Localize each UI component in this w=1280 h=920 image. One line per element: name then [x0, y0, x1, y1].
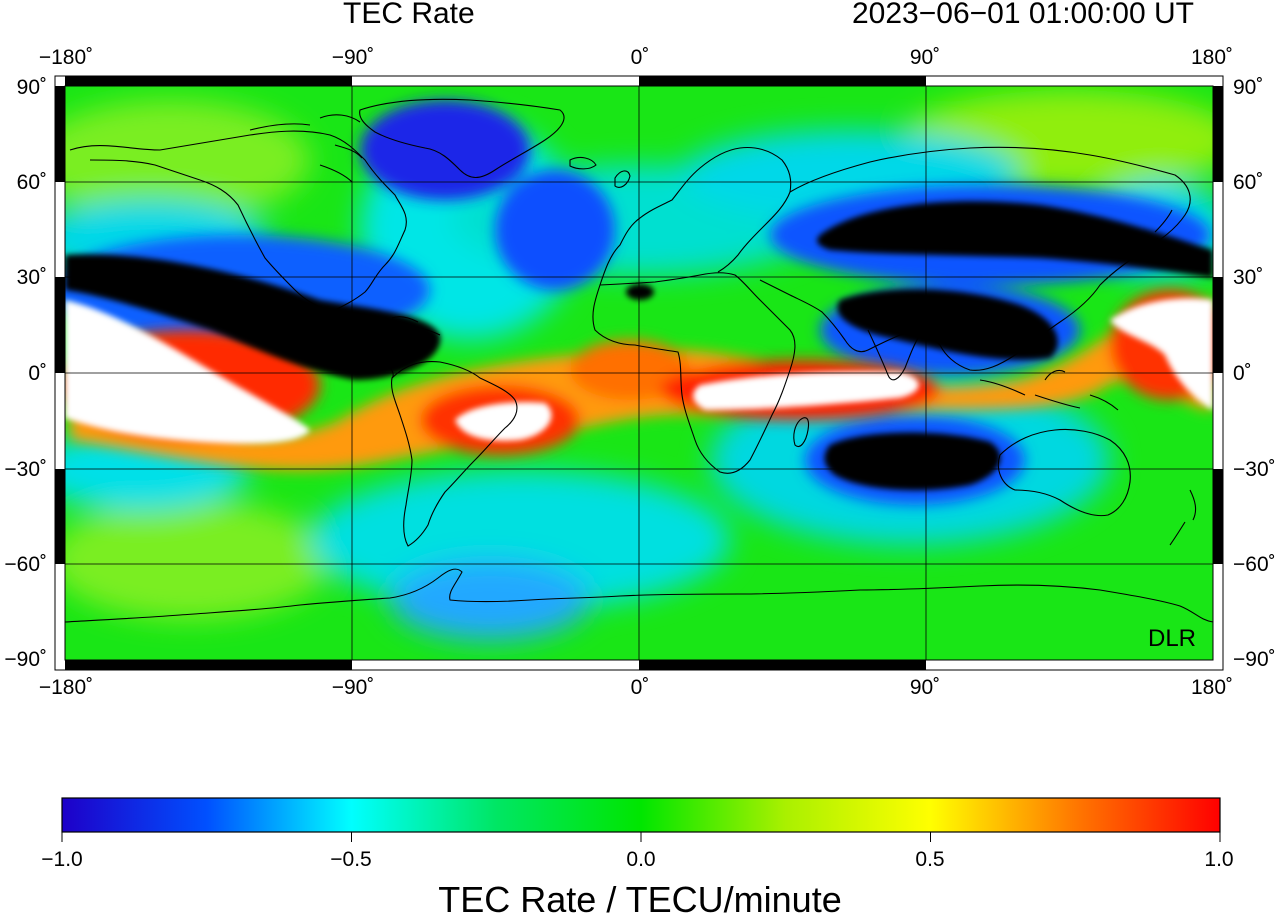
saturation-low-indian-ocean	[824, 432, 1001, 491]
frame-segment	[55, 469, 65, 564]
colorbar-tick-label: 1.0	[1204, 848, 1234, 871]
frame-segment	[55, 86, 65, 182]
graticule	[65, 86, 1213, 660]
coastline-greenland	[359, 98, 565, 179]
lat-tick-label-right: −90˚	[1233, 648, 1276, 671]
field-region-pacific-north	[65, 100, 310, 220]
saturation-low-pacific	[65, 254, 441, 380]
frame-segment	[1213, 469, 1223, 564]
coastline-japan	[1129, 209, 1173, 261]
frame-segment	[1213, 277, 1223, 373]
field-region-atlantic	[495, 170, 615, 290]
colorbar-tick-label: −0.5	[330, 848, 372, 871]
coastline-canadian-arctic	[249, 114, 363, 183]
saturation-high-pacific	[65, 300, 310, 444]
lon-tick-label-bottom: 90˚	[909, 676, 941, 699]
lat-tick-label-right: 30˚	[1233, 266, 1264, 289]
coastline-europe	[599, 146, 792, 286]
lat-tick-label-left: 90˚	[16, 76, 47, 99]
saturation-high-pacific-east	[1110, 298, 1213, 410]
coastline-caribbean	[391, 316, 441, 336]
frame-segment	[65, 660, 352, 670]
colorbar-tick-label: 0.0	[626, 848, 656, 871]
lon-tick-label-top: 0˚	[630, 46, 650, 69]
saturation-low-asia-south	[837, 289, 1058, 360]
frame-segment	[639, 76, 926, 86]
lat-tick-label-left: −90˚	[4, 648, 47, 671]
saturation-high-africa	[693, 371, 919, 410]
lon-tick-label-bottom: 0˚	[630, 676, 650, 699]
map-frame	[54, 75, 1224, 671]
lat-tick-label-left: −60˚	[4, 553, 47, 576]
frame-segment	[65, 76, 352, 86]
coastline-antarctica	[65, 568, 1213, 623]
map-title: TEC Rate	[343, 0, 475, 30]
lat-tick-label-left: 0˚	[28, 362, 47, 385]
coastline-australia	[997, 428, 1131, 517]
lat-tick-label-right: 90˚	[1233, 76, 1264, 99]
lat-tick-label-right: 60˚	[1233, 171, 1264, 194]
colorbar-gradient	[61, 797, 1221, 833]
coastline-asia	[759, 146, 1191, 371]
coastline-north-america	[69, 130, 407, 311]
lon-tick-label-top: 90˚	[909, 46, 941, 69]
frame-segment	[55, 277, 65, 373]
coastlines	[65, 98, 1213, 623]
lat-tick-label-left: 60˚	[16, 171, 47, 194]
map-timestamp: 2023−06−01 01:00:00 UT	[852, 0, 1194, 30]
lon-tick-label-bottom: −180˚	[38, 676, 94, 699]
field-region-south-pacific	[65, 500, 330, 620]
saturation-high-south-america	[455, 402, 552, 441]
lon-tick-label-top: −180˚	[38, 46, 94, 69]
field-region-antarctica-west	[390, 560, 590, 640]
lat-tick-label-left: 30˚	[16, 266, 47, 289]
saturation-low-africa-spot	[626, 284, 654, 300]
colorbar-tick-label: −1.0	[41, 848, 83, 871]
lat-tick-label-right: 0˚	[1233, 362, 1252, 385]
lon-tick-label-bottom: 180˚	[1190, 676, 1234, 699]
coastline-central-america	[334, 309, 394, 379]
coastline-iceland	[569, 156, 597, 170]
coastline-southeast-asia-islands	[979, 369, 1119, 411]
field-region-africa-west	[570, 340, 690, 400]
coastline-south-america	[391, 361, 518, 547]
lon-tick-label-top: 180˚	[1190, 46, 1234, 69]
coastline-new-zealand	[1169, 489, 1197, 546]
lon-tick-label-bottom: −90˚	[331, 676, 375, 699]
lat-tick-label-right: −60˚	[1233, 553, 1276, 576]
saturation-low-asia-north	[817, 201, 1213, 278]
colorbar-tick-label: 0.5	[915, 848, 945, 871]
frame-segment	[1213, 86, 1223, 182]
coastline-africa	[592, 272, 796, 474]
coastline-british-isles	[614, 170, 631, 188]
lat-tick-label-left: −30˚	[4, 458, 47, 481]
lat-tick-label-right: −30˚	[1233, 458, 1276, 481]
lon-tick-label-top: −90˚	[331, 46, 375, 69]
coastline-india	[867, 329, 921, 381]
frame-segment	[639, 660, 926, 670]
colorbar-label: TEC Rate / TECU/minute	[438, 879, 842, 920]
field-region-greenland	[360, 100, 530, 200]
coastline-madagascar	[793, 417, 810, 448]
credit-label: DLR	[1148, 625, 1197, 652]
